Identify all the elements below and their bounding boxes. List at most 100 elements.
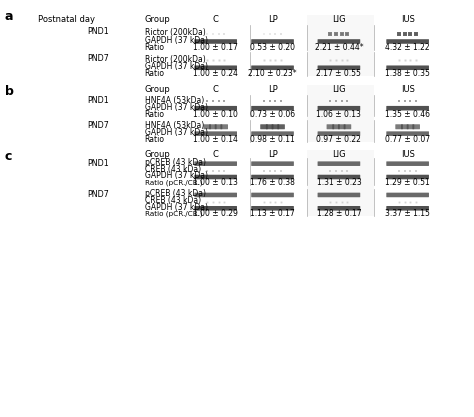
FancyBboxPatch shape (386, 39, 429, 44)
Text: 1.76 ± 0.38: 1.76 ± 0.38 (250, 178, 295, 187)
FancyBboxPatch shape (318, 161, 360, 166)
Text: 0.98 ± 0.11: 0.98 ± 0.11 (250, 135, 295, 144)
Text: 0.97 ± 0.22: 0.97 ± 0.22 (317, 135, 361, 144)
Text: 1.06 ± 0.13: 1.06 ± 0.13 (317, 110, 361, 119)
Text: Ratio: Ratio (145, 135, 164, 144)
FancyBboxPatch shape (318, 106, 360, 111)
Text: Ratio (pCR./CR.): Ratio (pCR./CR.) (145, 211, 202, 217)
Text: LP: LP (268, 15, 277, 25)
FancyBboxPatch shape (251, 161, 294, 166)
Text: 1.00 ± 0.17: 1.00 ± 0.17 (193, 43, 238, 52)
Text: LIG: LIG (332, 15, 346, 25)
FancyBboxPatch shape (412, 124, 420, 129)
Text: PND7: PND7 (88, 121, 109, 131)
Text: Rictor (200kDa): Rictor (200kDa) (145, 55, 205, 64)
FancyBboxPatch shape (251, 106, 294, 111)
FancyBboxPatch shape (266, 124, 273, 129)
Text: IUS: IUS (401, 85, 415, 95)
Text: Ratio: Ratio (145, 69, 164, 78)
FancyBboxPatch shape (386, 131, 429, 136)
Text: 3.37 ± 1.15: 3.37 ± 1.15 (385, 209, 430, 219)
Text: C: C (213, 150, 219, 159)
FancyBboxPatch shape (251, 65, 294, 70)
Text: CREB (43 kDa): CREB (43 kDa) (145, 165, 201, 174)
FancyBboxPatch shape (277, 124, 285, 129)
FancyBboxPatch shape (251, 175, 294, 179)
Text: Group: Group (145, 85, 170, 95)
Text: LIG: LIG (332, 150, 346, 159)
Text: pCREB (43 kDa): pCREB (43 kDa) (145, 158, 206, 167)
FancyBboxPatch shape (272, 124, 279, 129)
FancyBboxPatch shape (401, 124, 409, 129)
Text: C: C (213, 15, 219, 25)
Text: GAPDH (37 kDa): GAPDH (37 kDa) (145, 62, 208, 71)
FancyBboxPatch shape (318, 39, 360, 44)
Text: GAPDH (37 kDa): GAPDH (37 kDa) (145, 128, 208, 137)
Text: c: c (5, 150, 12, 163)
Text: PND1: PND1 (88, 96, 109, 105)
Text: Group: Group (145, 15, 170, 25)
Text: HNF4A (53kDa): HNF4A (53kDa) (145, 121, 204, 130)
FancyBboxPatch shape (386, 65, 429, 70)
Text: 0.73 ± 0.06: 0.73 ± 0.06 (250, 110, 295, 119)
Text: Ratio (pCR./CR.): Ratio (pCR./CR.) (145, 179, 202, 186)
FancyBboxPatch shape (251, 131, 294, 136)
Text: Postnatal day: Postnatal day (38, 15, 95, 25)
Text: b: b (5, 85, 14, 98)
Text: 1.00 ± 0.29: 1.00 ± 0.29 (193, 209, 238, 219)
Text: 2.10 ± 0.23*: 2.10 ± 0.23* (248, 69, 297, 78)
FancyBboxPatch shape (194, 131, 237, 136)
Text: Ratio: Ratio (145, 43, 164, 52)
Text: GAPDH (37 kDa): GAPDH (37 kDa) (145, 36, 208, 45)
FancyBboxPatch shape (318, 206, 360, 211)
Text: LIG: LIG (332, 85, 346, 95)
Text: GAPDH (37 kDa): GAPDH (37 kDa) (145, 103, 208, 112)
FancyBboxPatch shape (318, 193, 360, 197)
Text: Group: Group (145, 150, 170, 159)
FancyBboxPatch shape (251, 39, 294, 44)
FancyBboxPatch shape (386, 161, 429, 166)
Text: C: C (213, 85, 219, 95)
FancyBboxPatch shape (407, 124, 414, 129)
Text: 1.00 ± 0.10: 1.00 ± 0.10 (193, 110, 238, 119)
Text: IUS: IUS (401, 150, 415, 159)
FancyBboxPatch shape (386, 106, 429, 111)
FancyBboxPatch shape (251, 206, 294, 211)
FancyBboxPatch shape (209, 124, 217, 129)
FancyBboxPatch shape (344, 124, 351, 129)
Text: 1.28 ± 0.17: 1.28 ± 0.17 (317, 209, 361, 219)
FancyBboxPatch shape (194, 106, 237, 111)
Text: 1.00 ± 0.14: 1.00 ± 0.14 (193, 135, 238, 144)
FancyBboxPatch shape (386, 193, 429, 197)
FancyBboxPatch shape (318, 131, 360, 136)
FancyBboxPatch shape (194, 175, 237, 179)
FancyBboxPatch shape (332, 124, 340, 129)
Text: GAPDH (37 kDa): GAPDH (37 kDa) (145, 171, 208, 181)
Text: PND1: PND1 (88, 159, 109, 168)
FancyBboxPatch shape (251, 193, 294, 197)
Text: 0.53 ± 0.20: 0.53 ± 0.20 (250, 43, 295, 52)
FancyBboxPatch shape (194, 65, 237, 70)
Bar (307, 85, 374, 142)
FancyBboxPatch shape (215, 124, 222, 129)
FancyBboxPatch shape (318, 65, 360, 70)
Text: PND1: PND1 (88, 27, 109, 36)
Text: a: a (5, 10, 13, 23)
Text: 0.77 ± 0.07: 0.77 ± 0.07 (385, 135, 430, 144)
Text: 1.38 ± 0.35: 1.38 ± 0.35 (385, 69, 430, 78)
Bar (307, 15, 374, 76)
Text: Ratio: Ratio (145, 110, 164, 119)
Text: LP: LP (268, 85, 277, 95)
Text: CREB (43 kDa): CREB (43 kDa) (145, 196, 201, 205)
FancyBboxPatch shape (194, 206, 237, 211)
FancyBboxPatch shape (220, 124, 228, 129)
FancyBboxPatch shape (260, 124, 268, 129)
Text: pCREB (43 kDa): pCREB (43 kDa) (145, 189, 206, 198)
Text: PND7: PND7 (88, 190, 109, 199)
FancyBboxPatch shape (386, 175, 429, 179)
FancyBboxPatch shape (386, 206, 429, 211)
Text: GAPDH (37 kDa): GAPDH (37 kDa) (145, 203, 208, 212)
FancyBboxPatch shape (318, 175, 360, 179)
FancyBboxPatch shape (395, 124, 403, 129)
FancyBboxPatch shape (327, 124, 334, 129)
